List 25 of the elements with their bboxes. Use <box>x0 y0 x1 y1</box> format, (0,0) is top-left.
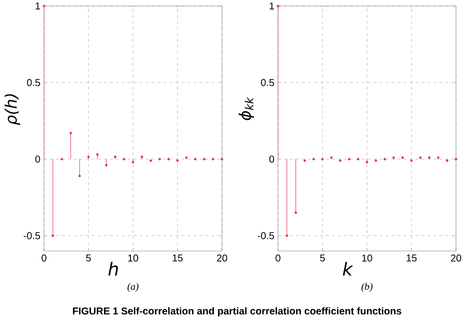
y-tick-label: 0 <box>269 156 274 163</box>
y-tick-label: -0.5 <box>24 232 40 240</box>
x-axis-title: h <box>108 262 118 276</box>
text: (b) <box>362 282 373 292</box>
y-tick-label: 0.5 <box>261 79 274 86</box>
y-tick-label: 0.5 <box>27 79 40 86</box>
x-axis-title: k <box>342 262 354 276</box>
x-tick-label: 0 <box>276 254 280 262</box>
y-axis-title: ϕ$_{kk}$ <box>238 97 254 120</box>
x-tick-label: 10 <box>362 254 372 262</box>
x-tick-label: 20 <box>216 254 228 262</box>
y-tick-label: -0.5 <box>258 232 274 240</box>
x-tick-label: 20 <box>450 254 462 262</box>
x-tick-label: 5 <box>86 254 91 262</box>
x-tick-label: 15 <box>172 254 183 262</box>
y-tick-label: 0 <box>35 156 40 163</box>
x-tick-label: 10 <box>128 254 138 262</box>
x-tick-label: 5 <box>320 254 325 262</box>
y-tick-label: 1 <box>36 2 40 10</box>
x-tick-label: 15 <box>406 254 417 262</box>
y-axis-title: ρ(h) <box>4 94 20 125</box>
y-tick-label: 1 <box>270 2 274 10</box>
x-tick-label: 0 <box>42 254 46 262</box>
text: (a) <box>128 282 139 292</box>
caption: FIGURE 1 Self-correlation and partial correlation coefficient functions <box>72 307 402 316</box>
